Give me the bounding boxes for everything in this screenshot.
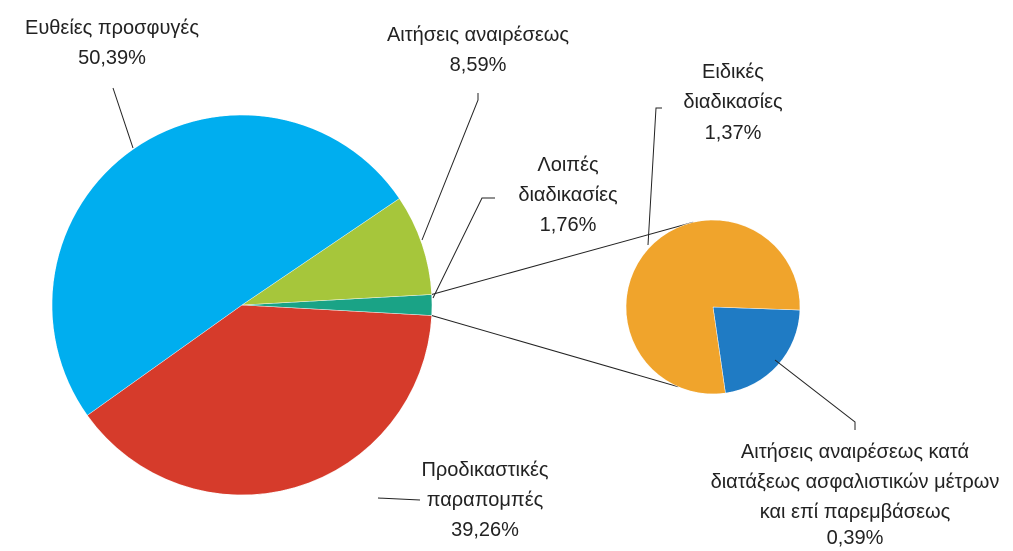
category-label: Ευθείες προσφυγές — [25, 17, 199, 39]
leader-line — [432, 197, 495, 299]
leader-line — [647, 107, 662, 246]
value-label: 39,26% — [451, 519, 519, 541]
pie-slice — [712, 306, 801, 394]
pie-slice — [625, 219, 801, 395]
leader-line — [377, 497, 421, 501]
connector-line — [431, 315, 679, 388]
category-label: Αιτήσεις αναιρέσεως — [386, 24, 570, 46]
value-label: 50,39% — [78, 47, 146, 69]
connector-line — [431, 221, 694, 295]
value-label: 1,37% — [704, 122, 762, 144]
category-label: Λοιπές διαδικασίες — [518, 154, 618, 206]
category-label: Προδικαστικές παραπομπές — [421, 459, 549, 511]
value-label: 8,59% — [449, 54, 507, 76]
leader-line — [774, 359, 856, 430]
category-label: Αιτήσεις αναιρέσεως κατά διατάξεως ασφαλ… — [710, 441, 1000, 523]
pie-slice — [241, 198, 432, 306]
value-label: 0,39% — [826, 527, 884, 549]
pie-slice — [86, 304, 432, 496]
pie-slice — [51, 114, 400, 416]
category-label: Ειδικές διαδικασίες — [683, 61, 783, 113]
value-label: 1,76% — [539, 214, 597, 236]
leader-line — [421, 93, 479, 241]
leader-line — [112, 87, 134, 149]
